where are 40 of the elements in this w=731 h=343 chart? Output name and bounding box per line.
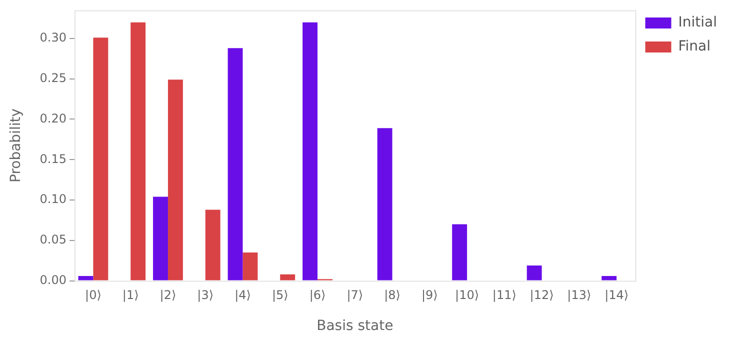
bar: [153, 196, 168, 280]
x-tick-label: |4⟩: [234, 288, 251, 302]
bar: [228, 48, 243, 280]
bar: [205, 210, 220, 280]
legend-label: Final: [678, 38, 711, 55]
x-tick-label: |1⟩: [122, 288, 139, 302]
bar: [93, 38, 108, 280]
x-tick-label: |7⟩: [346, 288, 364, 302]
y-tick-label: 0.10: [40, 192, 67, 206]
y-axis-title: Probability: [8, 108, 24, 183]
x-tick-label: |5⟩: [272, 288, 288, 302]
legend-label: Initial: [678, 14, 718, 31]
x-tick-label: |0⟩: [85, 288, 102, 302]
bar: [78, 276, 94, 280]
x-tick-label: |10⟩: [455, 288, 480, 302]
x-tick-label: |11⟩: [492, 288, 516, 302]
bar: [302, 22, 318, 280]
y-tick-label: 0.15: [40, 152, 67, 166]
x-tick-label: |6⟩: [309, 288, 326, 302]
bar: [526, 265, 542, 280]
y-tick-label: 0.05: [40, 232, 67, 247]
bar: [280, 274, 296, 280]
x-tick-label: |8⟩: [384, 288, 400, 302]
y-tick-label: 0.00: [40, 272, 67, 287]
bar: [452, 224, 468, 280]
x-tick-label: |13⟩: [567, 288, 592, 302]
bar: [130, 22, 146, 280]
x-tick-label: |9⟩: [421, 288, 438, 302]
bar: [168, 80, 183, 280]
bar: [242, 252, 258, 280]
bar: [602, 276, 617, 280]
y-tick-label: 0.25: [40, 70, 67, 85]
x-axis-title: Basis state: [316, 318, 394, 334]
x-tick-label: |2⟩: [160, 288, 176, 302]
x-tick-label: |3⟩: [197, 288, 214, 302]
x-tick-label: |12⟩: [530, 288, 554, 302]
x-tick-label: |14⟩: [604, 288, 629, 302]
y-tick-label: 0.20: [40, 111, 67, 126]
y-tick-label: 0.30: [40, 30, 67, 45]
bar: [377, 128, 392, 280]
